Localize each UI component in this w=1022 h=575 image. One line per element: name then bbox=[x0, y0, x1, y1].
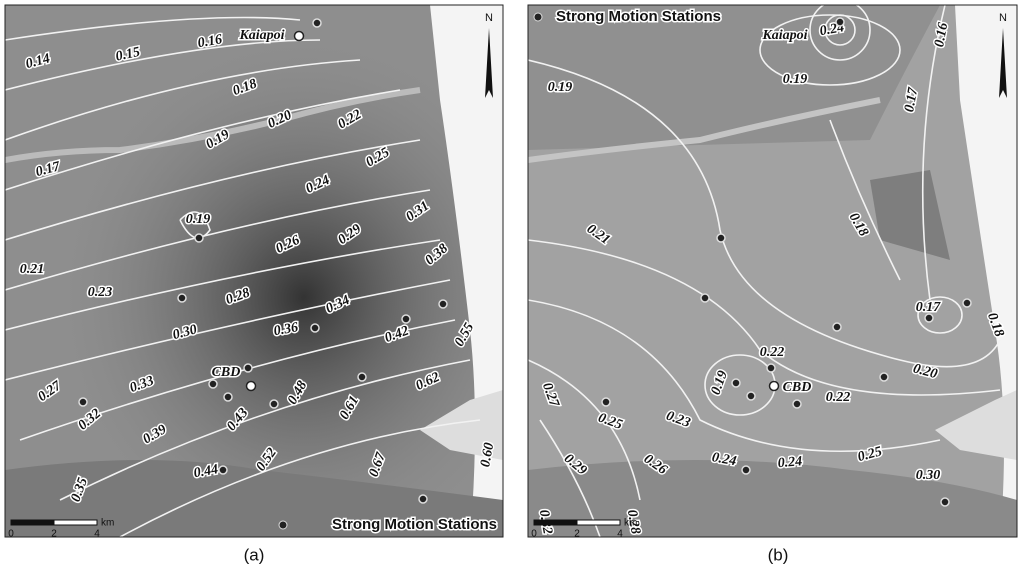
panel-caption: (b) bbox=[768, 545, 789, 564]
town-label: Kaiapoi bbox=[238, 28, 284, 43]
north-label: N bbox=[999, 12, 1007, 24]
contour-label: 0.22 bbox=[826, 390, 851, 405]
contour-label: 0.24 bbox=[777, 454, 803, 471]
scale-tick: 2 bbox=[574, 529, 580, 540]
scale-tick: 4 bbox=[94, 529, 100, 540]
scale-bar bbox=[11, 520, 54, 525]
map-b bbox=[528, 0, 1017, 540]
scale-tick: 0 bbox=[8, 529, 14, 540]
legend-label: Strong Motion Stations bbox=[556, 8, 721, 25]
legend-marker bbox=[534, 13, 542, 21]
legend-label: Strong Motion Stations bbox=[332, 516, 497, 533]
contour-label: 0.17 bbox=[916, 300, 942, 315]
contour-label: 0.19 bbox=[186, 212, 211, 227]
legend-marker bbox=[279, 521, 287, 529]
figure: 0.140.150.160.180.200.220.190.170.250.24… bbox=[0, 0, 1022, 575]
contour-label: 0.22 bbox=[760, 345, 785, 360]
contour-label: 0.30 bbox=[916, 468, 941, 483]
scale-tick: 0 bbox=[531, 529, 537, 540]
cbd-label: CBD bbox=[783, 380, 812, 395]
scale-bar bbox=[54, 520, 97, 525]
north-label: N bbox=[485, 12, 493, 24]
town-label: Kaiapoi bbox=[761, 28, 807, 43]
scale-bar bbox=[577, 520, 620, 525]
contour-label: 0.23 bbox=[88, 285, 113, 300]
scale-tick: 2 bbox=[51, 529, 57, 540]
scale-tick: 4 bbox=[617, 529, 623, 540]
contour-label: 0.21 bbox=[20, 262, 45, 277]
cbd-label: CBD bbox=[212, 365, 241, 380]
panel-caption: (a) bbox=[244, 545, 265, 564]
scale-bar bbox=[534, 520, 577, 525]
contour-label: 0.19 bbox=[548, 80, 573, 95]
contour-label: 0.19 bbox=[783, 72, 808, 87]
scale-unit: km bbox=[101, 518, 114, 529]
scale-unit: km bbox=[624, 518, 637, 529]
